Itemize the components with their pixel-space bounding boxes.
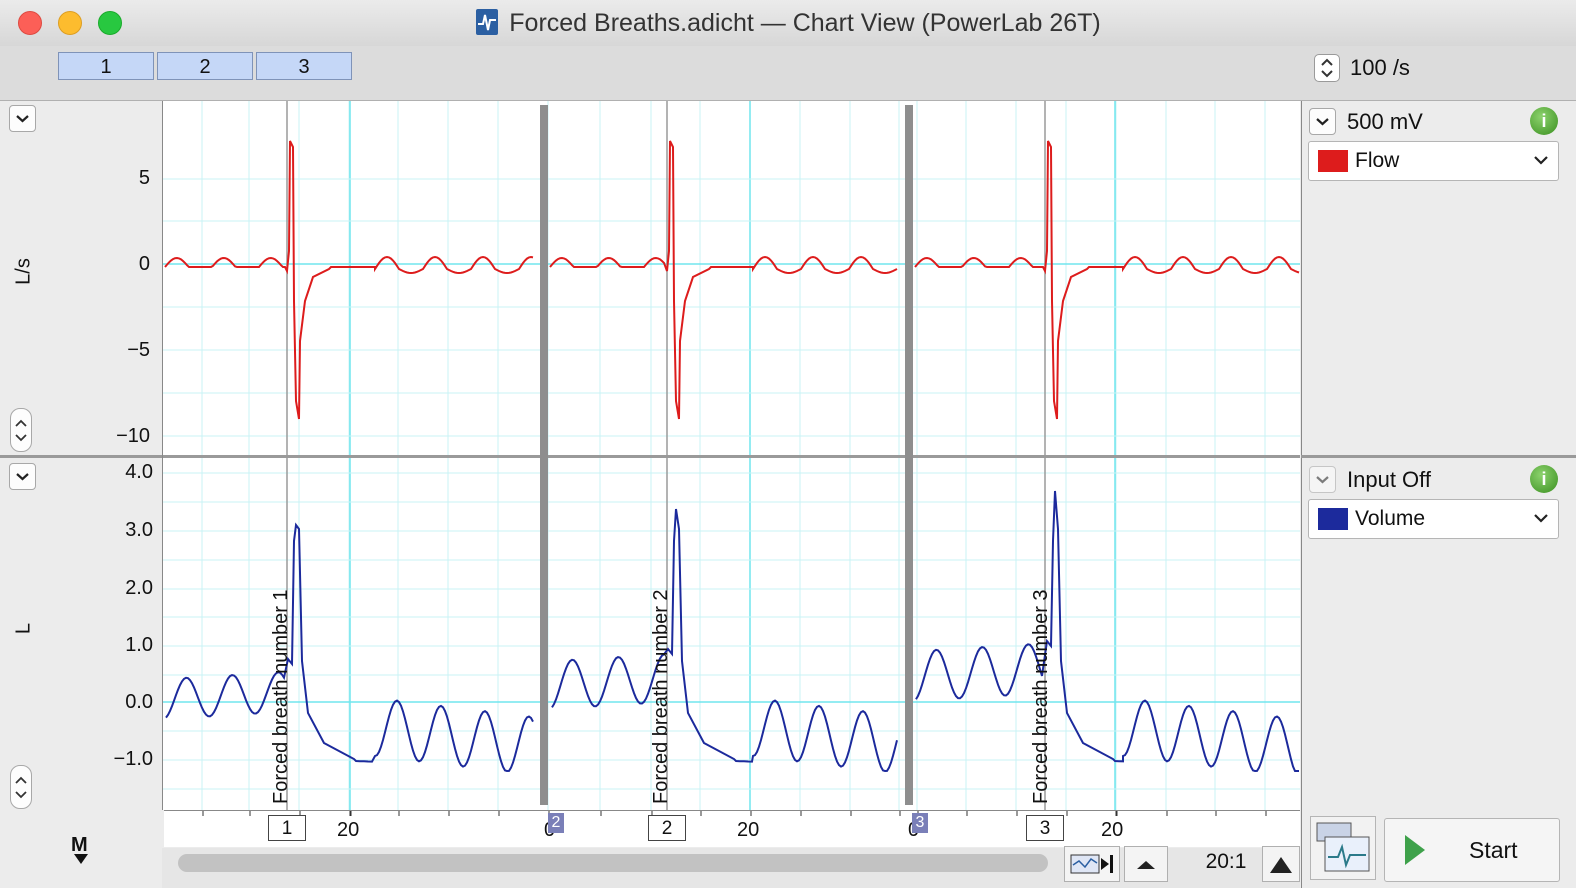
- window-title-area: Forced Breaths.adicht — Chart View (Powe…: [0, 8, 1576, 38]
- minimize-window-button[interactable]: [58, 11, 82, 35]
- block-separator: [540, 105, 548, 805]
- volume-trace: [165, 522, 534, 773]
- recording-settings-icon: [1316, 822, 1370, 872]
- chart-plot-area[interactable]: Forced breath number 1 Forced breath numb…: [163, 101, 1300, 810]
- up-down-arrows-icon: [15, 419, 27, 442]
- flow-unit-label: L/s: [12, 258, 35, 285]
- zoom-out-button[interactable]: [1124, 846, 1168, 882]
- chevron-down-icon: [1534, 514, 1548, 523]
- volume-tick-label: −1.0: [113, 748, 153, 770]
- zoom-window-button[interactable]: [98, 11, 122, 35]
- channel-divider: [1301, 455, 1576, 458]
- flow-channel-selector[interactable]: Flow: [1308, 141, 1559, 181]
- marker-label: M: [71, 834, 88, 856]
- marker-area: [0, 810, 162, 888]
- small-triangle-icon: [1137, 861, 1155, 869]
- window-title: Forced Breaths.adicht — Chart View (Powe…: [509, 9, 1101, 37]
- flow-range-menu-button[interactable]: [1309, 108, 1336, 135]
- comment-label: Forced breath number 2: [650, 589, 672, 804]
- flow-color-swatch: [1318, 150, 1348, 172]
- volume-channel-selector[interactable]: Volume: [1308, 499, 1559, 539]
- channel-divider: [0, 455, 162, 458]
- volume-scale-stepper[interactable]: [10, 765, 32, 809]
- time-tick-label: 20: [1101, 819, 1124, 841]
- volume-info-icon[interactable]: i: [1530, 465, 1558, 493]
- flow-channel-name: Flow: [1355, 149, 1400, 172]
- volume-color-swatch: [1318, 508, 1348, 530]
- volume-channel-name: Volume: [1355, 507, 1426, 530]
- zoom-ratio-label: 20:1: [1205, 850, 1247, 873]
- chevron-down-icon: [1534, 156, 1548, 165]
- flow-info-icon[interactable]: i: [1530, 107, 1558, 135]
- waveform-plot: Forced breath number 1 Forced breath numb…: [163, 101, 1300, 810]
- flow-trace: [549, 140, 898, 420]
- up-down-arrows-icon: [15, 776, 27, 799]
- flow-scale-stepper[interactable]: [10, 408, 32, 452]
- volume-tick-label: 3.0: [125, 519, 153, 541]
- time-axis: 1 20 0 2 2 20 0 3 3 20: [164, 810, 1300, 847]
- flow-trace: [914, 140, 1300, 420]
- flow-range-label: 500 mV: [1347, 109, 1423, 134]
- volume-trace: [551, 508, 898, 773]
- volume-tick-label: 4.0: [125, 461, 153, 483]
- zoom-in-button[interactable]: [1262, 846, 1300, 882]
- flow-tick-label: 5: [138, 167, 150, 189]
- time-tick-label: 20: [337, 819, 360, 841]
- flow-axis-menu-button[interactable]: [9, 105, 36, 132]
- chevron-down-icon: [1316, 118, 1329, 126]
- volume-unit-label: L: [12, 622, 35, 635]
- flow-tick-label: 0: [138, 253, 150, 275]
- time-axis-ticks: [202, 811, 1267, 816]
- start-button-label: Start: [1469, 837, 1518, 863]
- block-marker-3: 3: [912, 813, 928, 833]
- flow-trace: [164, 140, 534, 420]
- channel-divider: [163, 455, 1300, 458]
- comment-marker-3[interactable]: 3: [1026, 815, 1064, 841]
- block-button-3[interactable]: 3: [256, 52, 352, 80]
- horizontal-scrollbar[interactable]: [178, 854, 1048, 872]
- volume-range-label: Input Off: [1347, 467, 1431, 492]
- flow-tick-label: −10: [116, 425, 150, 447]
- start-button[interactable]: Start: [1384, 818, 1560, 882]
- marker-down-arrow-icon: [74, 854, 88, 864]
- block-button-1[interactable]: 1: [58, 52, 154, 80]
- recording-settings-button[interactable]: [1310, 816, 1376, 880]
- volume-range-menu-button[interactable]: [1309, 466, 1336, 493]
- sample-rate-label: 100 /s: [1350, 55, 1410, 80]
- play-icon: [1405, 835, 1425, 865]
- comment-label: Forced breath number 1: [270, 589, 292, 804]
- comment-marker-2[interactable]: 2: [648, 815, 686, 841]
- volume-tick-label: 2.0: [125, 577, 153, 599]
- volume-tick-label: 0.0: [125, 691, 153, 713]
- chevron-down-icon: [16, 473, 29, 481]
- comment-marker-1[interactable]: 1: [268, 815, 306, 841]
- large-triangle-icon: [1270, 857, 1292, 873]
- chart-document-icon: [476, 9, 499, 35]
- close-window-button[interactable]: [18, 11, 42, 35]
- marker-button[interactable]: M: [66, 834, 96, 866]
- up-down-arrows-icon: [1321, 58, 1333, 78]
- volume-trace: [915, 490, 1299, 773]
- chevron-down-icon: [16, 115, 29, 123]
- view-mode-button[interactable]: [1064, 846, 1120, 882]
- volume-tick-label: 1.0: [125, 634, 153, 656]
- flow-tick-label: −5: [127, 339, 150, 361]
- comment-label: Forced breath number 3: [1030, 589, 1052, 804]
- time-tick-label: 20: [737, 819, 760, 841]
- chevron-down-icon: [1316, 476, 1329, 484]
- block-separator: [905, 105, 913, 805]
- block-button-2[interactable]: 2: [157, 52, 253, 80]
- sample-rate-stepper[interactable]: [1314, 54, 1340, 82]
- block-marker-2: 2: [548, 813, 564, 833]
- volume-axis-menu-button[interactable]: [9, 463, 36, 490]
- title-bar: Forced Breaths.adicht — Chart View (Powe…: [0, 0, 1576, 46]
- scroll-to-end-icon: [1070, 854, 1113, 874]
